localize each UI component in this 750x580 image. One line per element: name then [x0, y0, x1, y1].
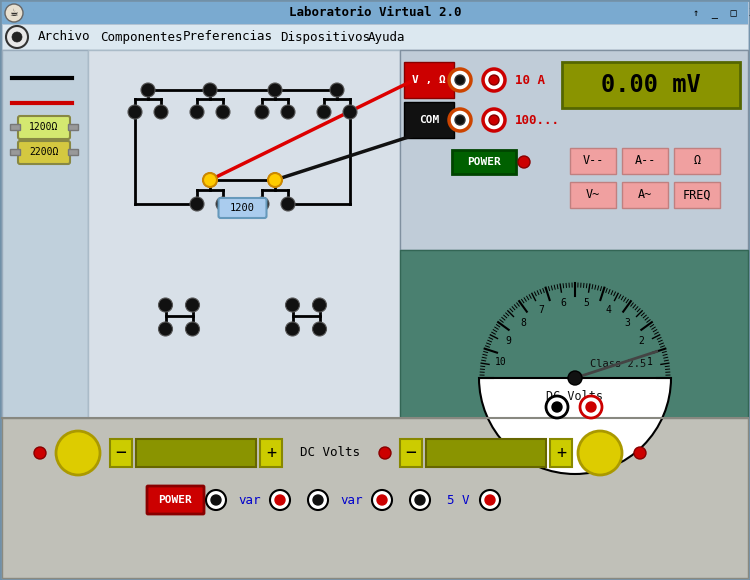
Text: Ω: Ω: [694, 154, 700, 168]
Circle shape: [281, 105, 295, 119]
Circle shape: [546, 396, 568, 418]
Circle shape: [270, 490, 290, 510]
Circle shape: [372, 490, 392, 510]
Text: 2: 2: [638, 336, 644, 346]
Text: ↑  _  □  X: ↑ _ □ X: [693, 8, 750, 19]
Text: 1200: 1200: [230, 203, 255, 213]
Circle shape: [203, 173, 217, 187]
FancyBboxPatch shape: [400, 250, 748, 418]
Circle shape: [449, 109, 471, 131]
Text: POWER: POWER: [158, 495, 192, 505]
Text: +: +: [266, 444, 276, 462]
Text: Dispositivos: Dispositivos: [280, 31, 370, 44]
Circle shape: [379, 447, 391, 459]
Circle shape: [12, 32, 22, 42]
Circle shape: [313, 322, 326, 336]
Text: FREQ: FREQ: [682, 188, 711, 201]
Circle shape: [56, 431, 100, 475]
FancyBboxPatch shape: [68, 149, 78, 155]
Text: 1: 1: [646, 357, 652, 367]
FancyBboxPatch shape: [68, 124, 78, 130]
Text: Class 2.5: Class 2.5: [590, 359, 646, 369]
Circle shape: [518, 156, 530, 168]
Text: A~: A~: [638, 188, 652, 201]
Circle shape: [154, 105, 168, 119]
Circle shape: [580, 396, 602, 418]
Circle shape: [158, 322, 172, 336]
FancyBboxPatch shape: [2, 24, 748, 50]
Text: ☕: ☕: [10, 8, 18, 18]
Circle shape: [485, 495, 495, 505]
FancyBboxPatch shape: [400, 439, 422, 467]
FancyBboxPatch shape: [570, 182, 616, 208]
Circle shape: [415, 495, 425, 505]
Circle shape: [128, 105, 142, 119]
FancyBboxPatch shape: [2, 2, 748, 24]
Circle shape: [308, 490, 328, 510]
FancyBboxPatch shape: [426, 439, 546, 467]
Circle shape: [158, 298, 172, 312]
Text: 10: 10: [495, 357, 506, 367]
Text: −: −: [116, 444, 127, 462]
FancyBboxPatch shape: [88, 50, 400, 418]
Circle shape: [190, 197, 204, 211]
Circle shape: [255, 197, 269, 211]
Circle shape: [489, 75, 499, 85]
Text: Ayuda: Ayuda: [368, 31, 406, 44]
FancyBboxPatch shape: [562, 62, 740, 108]
Circle shape: [268, 173, 282, 187]
Text: 5: 5: [584, 298, 590, 308]
Circle shape: [568, 371, 582, 385]
FancyBboxPatch shape: [400, 50, 748, 250]
Text: DC Volts: DC Volts: [547, 390, 604, 403]
Circle shape: [449, 69, 471, 91]
Circle shape: [483, 69, 505, 91]
Text: 5 V: 5 V: [447, 494, 470, 506]
Circle shape: [455, 75, 465, 85]
FancyBboxPatch shape: [2, 50, 748, 418]
Circle shape: [377, 495, 387, 505]
FancyBboxPatch shape: [622, 182, 668, 208]
Circle shape: [34, 447, 46, 459]
Circle shape: [268, 173, 282, 187]
Circle shape: [206, 490, 226, 510]
Text: −: −: [406, 444, 416, 462]
Text: +: +: [556, 444, 566, 462]
Circle shape: [190, 105, 204, 119]
Circle shape: [578, 431, 622, 475]
FancyBboxPatch shape: [18, 116, 70, 139]
Text: V , Ω: V , Ω: [413, 75, 446, 85]
Circle shape: [255, 105, 269, 119]
Circle shape: [185, 298, 200, 312]
Text: 6: 6: [560, 298, 566, 308]
Text: A--: A--: [634, 154, 656, 168]
Text: V~: V~: [586, 188, 600, 201]
FancyBboxPatch shape: [147, 486, 204, 514]
Text: 0.00 mV: 0.00 mV: [602, 73, 700, 97]
Circle shape: [586, 402, 596, 412]
Wedge shape: [479, 378, 671, 474]
Circle shape: [203, 173, 217, 187]
Text: 3: 3: [624, 318, 630, 328]
Circle shape: [141, 83, 155, 97]
Text: 9: 9: [506, 336, 512, 346]
Circle shape: [552, 402, 562, 412]
FancyBboxPatch shape: [218, 198, 266, 218]
FancyBboxPatch shape: [404, 102, 454, 138]
FancyBboxPatch shape: [2, 50, 88, 418]
Text: Preferencias: Preferencias: [183, 31, 273, 44]
Text: var: var: [238, 494, 261, 506]
Text: 10 A: 10 A: [515, 74, 545, 86]
Text: 1200Ω: 1200Ω: [29, 122, 58, 132]
Text: 100...: 100...: [515, 114, 560, 126]
FancyBboxPatch shape: [404, 62, 454, 98]
FancyBboxPatch shape: [110, 439, 132, 467]
FancyBboxPatch shape: [136, 439, 256, 467]
Text: 2200Ω: 2200Ω: [29, 147, 58, 157]
FancyBboxPatch shape: [452, 150, 516, 174]
Circle shape: [185, 322, 200, 336]
FancyBboxPatch shape: [550, 439, 572, 467]
Text: COM: COM: [419, 115, 440, 125]
Circle shape: [489, 115, 499, 125]
